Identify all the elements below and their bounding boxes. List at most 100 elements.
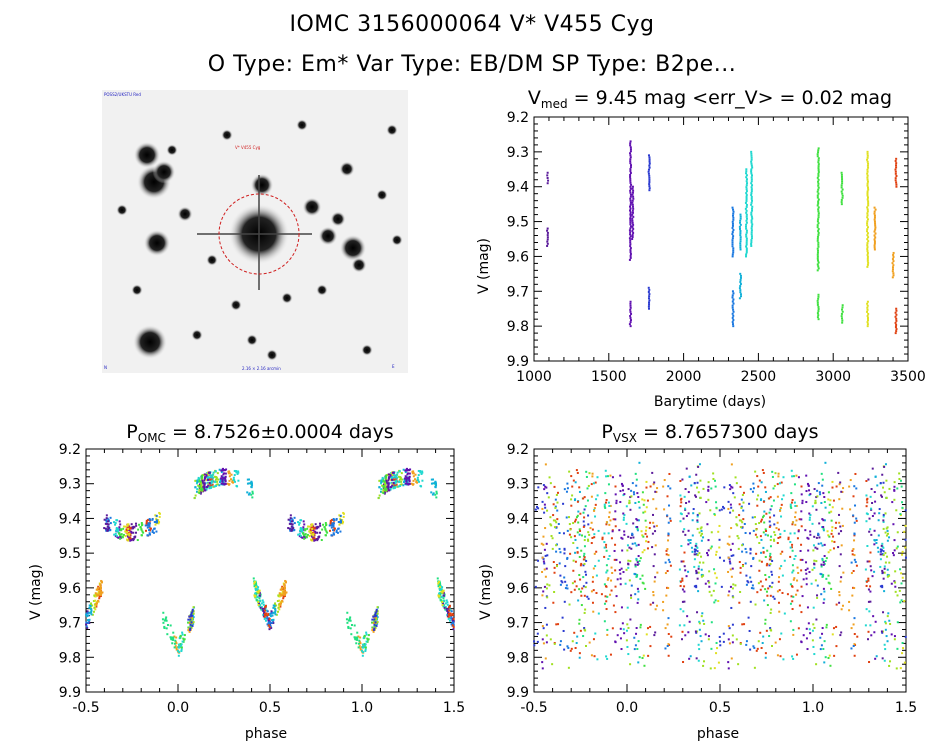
phase-omc-point [210,475,213,478]
phase-vsx-point [821,526,824,529]
phase-vsx-point [881,631,884,634]
phase-vsx-point [848,600,851,603]
phase-vsx-point [893,485,896,488]
lightcurve-point [892,272,895,275]
phase-omc-point [434,485,437,488]
lightcurve-point [895,164,898,167]
phase-vsx-point [555,521,558,524]
phase-omc-point [364,648,367,651]
phase-omc-point [162,621,165,624]
lightcurve-point [866,216,869,219]
phase-omc-point [450,610,453,613]
phase-vsx-point [741,623,744,626]
phase-vsx-point [796,566,799,569]
phase-vsx-point [883,567,886,570]
phase-vsx-point [853,643,856,646]
lightcurve-point [629,160,632,163]
phase-vsx-point [541,661,544,664]
phase-vsx-point [761,469,764,472]
phase-vsx-point [715,652,718,655]
phase-vsx-point [712,589,715,592]
phase-omc-point [373,624,376,627]
phase-vsx-point [664,561,667,564]
phase-omc-point [273,603,276,606]
phase-vsx-point [830,587,833,590]
phase-vsx-point [679,494,682,497]
phase-vsx-point [791,523,794,526]
phase-vsx-point [874,657,877,660]
phase-omc-xlabel: phase [245,726,287,742]
lightcurve-point [816,194,819,197]
phase-vsx-point [868,560,871,563]
phase-vsx-point [545,634,548,637]
phase-omc-point [383,490,386,493]
phase-vsx-point [715,506,718,509]
lightcurve-point [866,244,869,247]
lightcurve-point [867,261,870,264]
phase-vsx-point [742,501,745,504]
phase-omc-point [326,531,329,534]
lightcurve-point [745,227,748,230]
lightcurve-point [731,245,734,248]
phase-vsx-point [605,549,608,552]
phase-omc-point [174,645,177,648]
phase-omc-point [203,489,206,492]
phase-omc-point [97,599,100,602]
lightcurve-point [867,240,870,243]
phase-omc-point [182,638,185,641]
phase-omc-point [203,482,206,485]
phase-omc-point [377,497,380,500]
phase-omc-point [339,518,342,521]
lightcurve-point [894,177,897,180]
phase-vsx-point [726,542,729,545]
phase-vsx-point [760,520,763,523]
phase-vsx-point [566,482,569,485]
phase-vsx-point [591,472,594,475]
lightcurve-point [817,161,820,164]
phase-omc-point [255,599,258,602]
phase-vsx-point [717,600,720,603]
phase-vsx-ytick-label: 9.3 [507,477,529,493]
phase-omc-point [378,494,381,497]
lightcurve-point [866,212,869,215]
phase-vsx-point [820,565,823,568]
phase-omc-point [280,587,283,590]
phase-vsx-point [799,558,802,561]
phase-vsx-point [899,568,902,571]
phase-omc-point [272,606,275,609]
phase-vsx-point [853,532,856,535]
phase-omc-point [382,485,385,488]
phase-omc-point [290,517,293,520]
phase-vsx-point [553,526,556,529]
phase-vsx-point [687,539,690,542]
phase-omc-point [179,634,182,637]
phase-vsx-point [693,565,696,568]
phase-vsx-point [634,563,637,566]
phase-vsx-point [582,576,585,579]
phase-vsx-point [667,521,670,524]
phase-vsx-point [646,547,649,550]
phase-vsx-point [623,533,626,536]
phase-vsx-point [603,541,606,544]
phase-vsx-point [573,588,576,591]
phase-vsx-point [695,553,698,556]
phase-vsx-point [839,634,842,637]
phase-omc-point [114,535,117,538]
lightcurve-point [817,318,820,321]
phase-omc-point [129,537,132,540]
phase-omc-point [452,617,455,620]
phase-omc-point [266,617,269,620]
phase-omc-point [302,526,305,529]
phase-vsx-ytick-label: 9.5 [507,546,529,562]
phase-omc-point [289,529,292,532]
phase-vsx-point [882,481,885,484]
phase-vsx-point [590,654,593,657]
phase-omc-point [362,644,365,647]
lightcurve-xtick-label: 3000 [815,369,851,385]
phase-vsx-point [685,467,688,470]
phase-omc-point [448,609,451,612]
phase-vsx-point [635,627,638,630]
phase-vsx-point [770,570,773,573]
lightcurve-point [546,238,549,241]
phase-omc-point [318,522,321,525]
